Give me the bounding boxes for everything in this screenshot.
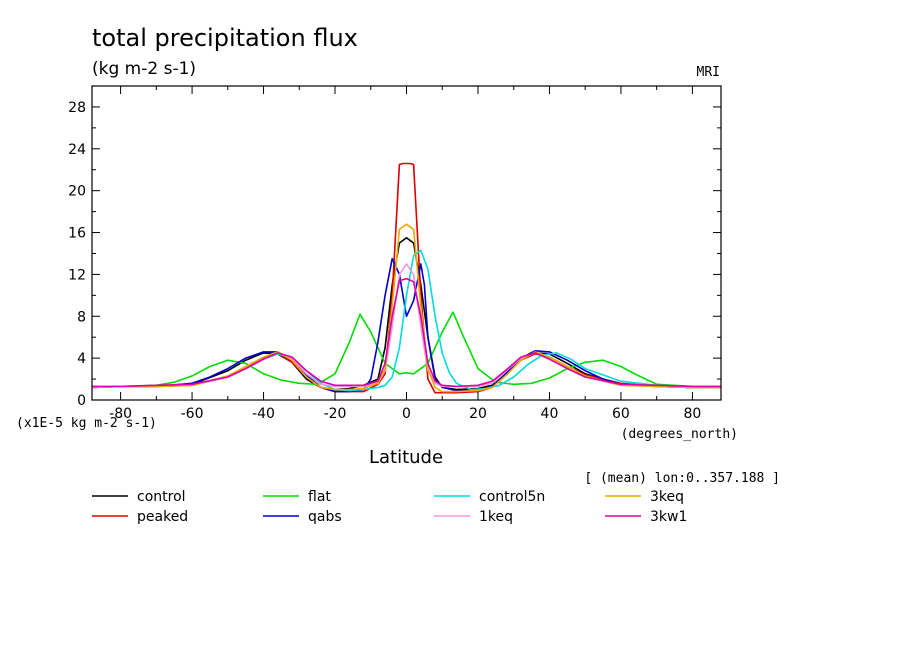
legend-item-flat: flat: [263, 489, 331, 505]
legend-label: 3kw1: [650, 509, 687, 525]
y-tick-label: 24: [68, 142, 86, 158]
legend-label: control: [137, 489, 186, 505]
y-tick-label: 16: [68, 226, 86, 242]
x-tick-label: 80: [683, 406, 701, 422]
chart-subtitle: (kg m-2 s-1): [92, 59, 196, 79]
ticks-layer: 0 4 8 12 16 20 24 28 -80 -60 -40 -20 0 20 40 60 80: [68, 86, 721, 422]
x-tick-label: 40: [541, 406, 559, 422]
legend-item-1keq: 1keq: [434, 509, 513, 525]
y-tick-label: 8: [77, 309, 86, 325]
legend-item-control5n: control5n: [434, 489, 545, 505]
x-axis-label: Latitude: [369, 447, 443, 468]
series-line-qabs: [91, 257, 721, 393]
y-tick-label: 4: [77, 351, 86, 367]
legend-item-peaked: peaked: [92, 509, 188, 525]
legend-item-3keq: 3keq: [605, 489, 684, 505]
x-tick-label: -40: [252, 406, 275, 422]
legend-item-qabs: qabs: [263, 509, 342, 525]
legend: control peaked flat qabs control5n 1keq 3keq 3k…: [92, 489, 687, 525]
y-tick-label: 0: [77, 393, 86, 409]
legend-label: 1keq: [479, 509, 513, 525]
legend-item-3kw1: 3kw1: [605, 509, 687, 525]
y-tick-label: 28: [68, 100, 86, 116]
legend-item-control: control: [92, 489, 186, 505]
source-label: MRI: [697, 65, 720, 80]
plot-frame: [91, 85, 722, 401]
x-tick-label: 20: [469, 406, 487, 422]
legend-label: flat: [308, 489, 331, 505]
x-units-label: (degrees_north): [621, 427, 738, 442]
y-tick-label: 12: [68, 267, 86, 283]
mean-note: [ (mean) lon:0..357.188 ]: [584, 471, 780, 486]
legend-label: qabs: [308, 509, 342, 525]
x-tick-label: -20: [324, 406, 347, 422]
legend-label: control5n: [479, 489, 545, 505]
x-tick-label: 0: [402, 406, 411, 422]
legend-label: 3keq: [650, 489, 684, 505]
y-scale-note: (x1E-5 kg m-2 s-1): [16, 416, 157, 431]
legend-label: peaked: [137, 509, 188, 525]
series-line-flat: [91, 311, 722, 389]
x-tick-label: 60: [612, 406, 630, 422]
x-tick-label: -80: [109, 406, 132, 422]
chart-title: total precipitation flux: [92, 24, 358, 52]
y-tick-label: 20: [68, 184, 86, 200]
series-line-3keq: [91, 223, 721, 393]
x-tick-label: -60: [181, 406, 204, 422]
series-layer: [91, 162, 722, 394]
series-line-3kw1: [92, 277, 721, 388]
